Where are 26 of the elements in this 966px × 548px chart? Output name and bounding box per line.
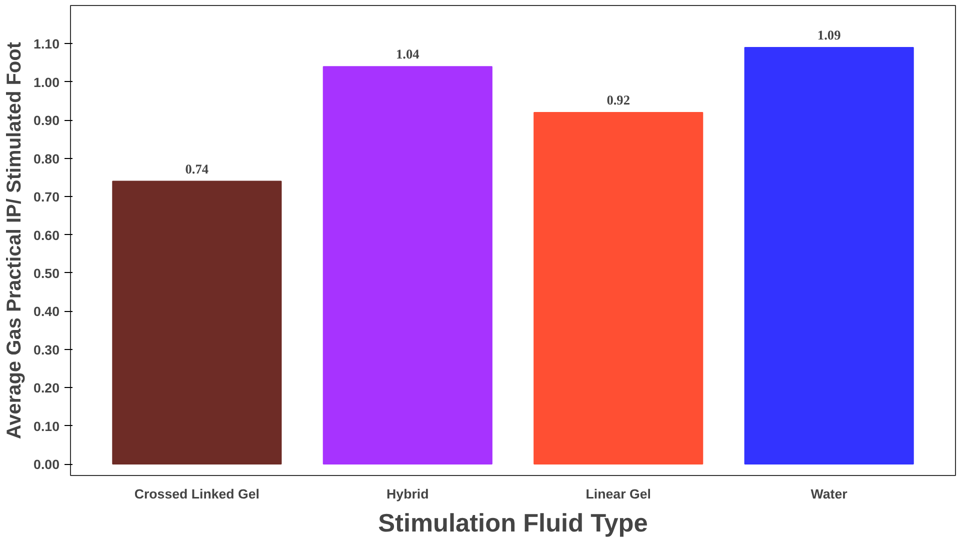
x-axis-title: Stimulation Fluid Type <box>378 510 648 538</box>
y-tick-label: 0.80 <box>34 151 60 166</box>
y-tick-label: 0.70 <box>34 190 60 205</box>
y-tick-label: 1.00 <box>34 74 60 90</box>
bar <box>744 47 914 465</box>
data-label: 0.92 <box>606 92 630 108</box>
y-axis-title: Average Gas Practical IP/ Stimulated Foot <box>4 42 26 440</box>
y-tick-label: 0.20 <box>34 380 60 396</box>
bar <box>322 66 492 465</box>
x-tick-label: Hybrid <box>386 486 429 502</box>
y-tick-label: 0.10 <box>34 418 60 434</box>
data-label: 1.09 <box>817 28 842 43</box>
x-tick-label: Crossed Linked Gel <box>134 486 260 502</box>
y-tick-label: 0.90 <box>34 113 60 128</box>
y-tick-label: 0.50 <box>34 266 60 281</box>
y-tick-label: 0.40 <box>34 304 60 320</box>
x-tick-label: Water <box>810 486 848 502</box>
bar <box>112 180 282 465</box>
x-tick-label: Linear Gel <box>586 486 651 502</box>
y-tick-label: 1.10 <box>34 36 60 52</box>
data-label: 0.74 <box>185 161 209 176</box>
y-tick-label: 0.60 <box>34 228 60 243</box>
bar <box>534 112 704 465</box>
data-label: 1.04 <box>396 46 420 62</box>
y-tick-label: 0.00 <box>34 457 60 472</box>
y-tick-label: 0.30 <box>34 342 60 358</box>
